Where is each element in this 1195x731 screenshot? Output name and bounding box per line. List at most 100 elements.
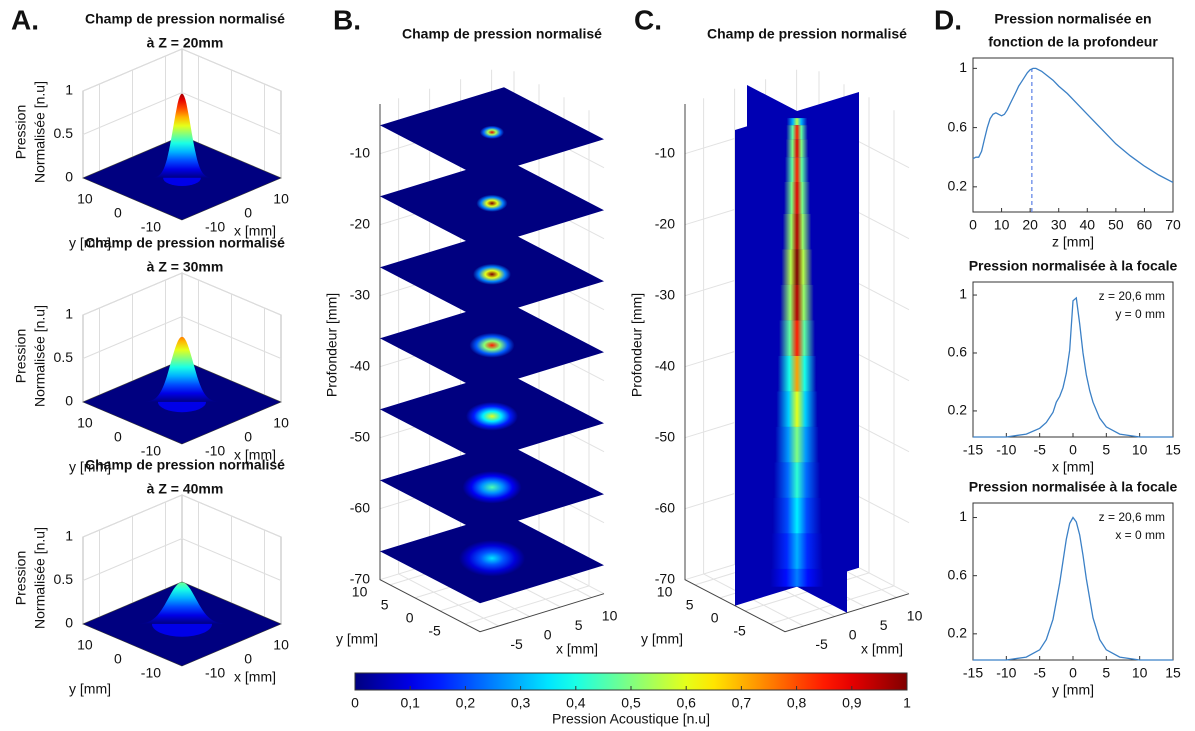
annotation: y = 0 mm [1115,307,1165,321]
y-tick-label: 1 [959,508,967,524]
grid-line [82,272,282,316]
z-tick-label: -30 [350,286,370,302]
y-tick-label: 10 [657,583,673,599]
x-tick-label: -5 [1033,665,1046,681]
pressure-peak [133,582,231,624]
y-tick-label: -10 [141,219,161,235]
pressure-spot [480,125,504,139]
z-tick-label: -60 [655,499,675,515]
x-tick-label: 0 [969,217,977,233]
z-axis-label: Profondeur [mm] [629,293,645,397]
x-tick-label: 5 [575,617,583,633]
annotation: z = 20,6 mm [1099,510,1165,524]
x-tick-label: 0 [849,626,857,642]
x-tick-label: 30 [1051,217,1067,233]
x-tick-label: 0,5 [621,695,641,711]
z-tick-label: -10 [350,144,370,160]
y-tick-label: 0 [114,205,122,221]
x-tick-label: 0 [244,205,252,221]
pressure-peak [143,336,221,402]
z-tick-label: -40 [350,357,370,373]
x-tick-label: 0,3 [511,695,531,711]
x-tick-label: -15 [963,442,983,458]
plot-area [972,502,1174,661]
beam-segment [777,355,817,392]
z-tick-label: -40 [655,357,675,373]
beam-segment [786,125,808,140]
y-tick-label: -10 [141,443,161,459]
z-axis-label: Normalisée [n.u] [32,81,48,183]
beam-segment [785,157,809,182]
y-tick-label: -5 [733,622,746,638]
x-tick-label: 10 [907,607,923,623]
data-line [972,67,1174,183]
x-tick-label: -10 [205,219,225,235]
z-tick-label: 1 [65,306,73,322]
y-tick-label: 0 [114,429,122,445]
z-tick-label: -10 [655,144,675,160]
pressure-spot [476,194,508,212]
x-axis-label: x [mm] [234,223,276,239]
grid-line [82,537,282,581]
grid-line [703,98,804,627]
beam-segment [779,320,815,356]
x-tick-label: 0,4 [566,695,586,711]
grid-line [734,88,835,617]
z-tick-label: -70 [350,570,370,586]
x-tick-label: 0,8 [787,695,807,711]
x-tick-label: 0,7 [732,695,752,711]
x-axis-label: x [mm] [556,641,598,657]
panel-label: A. [11,4,39,35]
chart-title: Pression normalisée à la focale [969,479,1178,495]
z-tick-label: 1 [65,528,73,544]
chart-title: à Z = 20mm [147,35,224,51]
data-line [973,516,1173,661]
z-axis-label: Pression [13,329,29,383]
x-axis-label: y [mm] [1052,682,1094,698]
x-tick-label: 15 [1165,442,1181,458]
x-tick-label: -10 [996,665,1016,681]
y-tick-label: -10 [141,665,161,681]
z-tick-label: 0.5 [54,125,74,141]
x-tick-label: 20 [1022,217,1038,233]
chart-title: fonction de la profondeur [988,34,1158,50]
x-tick-label: 40 [1079,217,1095,233]
beam-segment [782,213,812,250]
beam-segment [774,462,820,498]
x-tick-label: 10 [602,607,618,623]
x-tick-label: 10 [1132,665,1148,681]
grid-line [82,494,282,538]
pressure-peak [151,93,213,178]
y-tick-label: 10 [77,637,93,653]
x-tick-label: 0 [351,695,359,711]
x-tick-label: 0,6 [676,695,696,711]
x-tick-label: 10 [273,415,289,431]
y-tick-label: 10 [352,583,368,599]
beam-segment [772,497,822,534]
y-axis-label: y [mm] [69,235,111,251]
x-tick-label: 15 [1165,665,1181,681]
x-tick-label: 50 [1108,217,1124,233]
z-tick-label: -20 [655,215,675,231]
y-axis-label: y [mm] [336,631,378,647]
grid-line [398,98,499,627]
chart-title: Pression normalisée à la focale [969,258,1178,274]
beam-segment [776,391,818,427]
y-tick-label: 0.2 [948,178,968,194]
z-tick-label: -50 [655,428,675,444]
chart-title: Champ de pression normalisé [707,26,907,42]
axis-line [379,104,605,633]
x-axis-label: Pression Acoustique [n.u] [552,711,710,727]
x-tick-label: 10 [994,217,1010,233]
z-tick-label: -70 [655,570,675,586]
beam-segment [770,568,824,587]
chart-title: Champ de pression normalisé [85,235,285,251]
x-tick-label: 10 [1132,442,1148,458]
x-axis-label: x [mm] [234,669,276,685]
x-axis-label: x [mm] [861,641,903,657]
grid-line [769,110,895,625]
x-tick-label: 0 [1069,665,1077,681]
chart-title: Pression normalisée en [994,11,1151,27]
beam-segment [771,533,823,569]
